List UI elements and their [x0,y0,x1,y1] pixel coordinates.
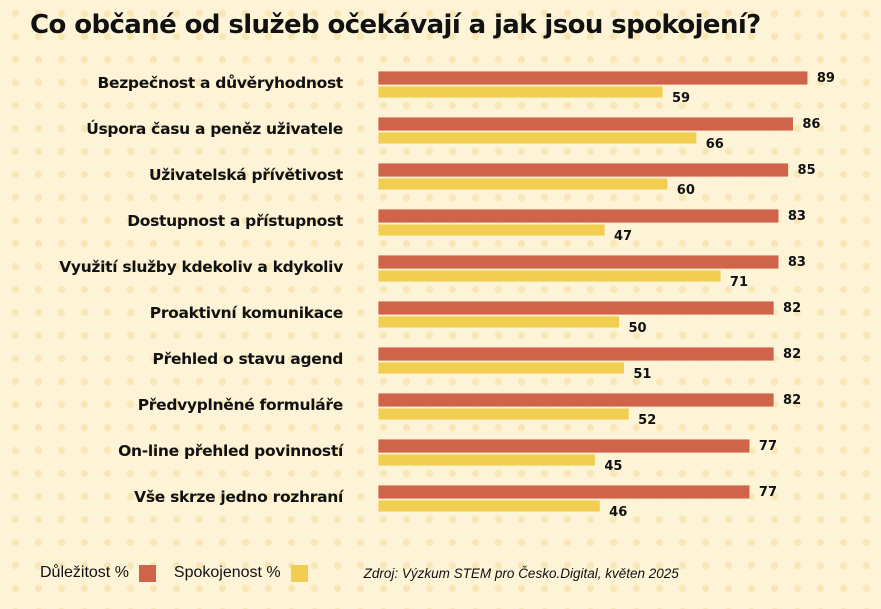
chart-title: Co občané od služeb očekávají a jak jsou… [30,10,761,40]
bar-satisfaction [377,499,601,513]
category-group: On-line přehled povinností 77 45 [118,438,777,474]
value-label-importance: 82 [783,393,801,408]
bar-satisfaction [377,85,664,99]
value-label-satisfaction: 45 [604,459,622,474]
bar-importance [377,70,809,86]
value-label-importance: 83 [788,209,806,224]
legend-item-satisfaction: Spokojenost % [174,564,308,582]
bar-importance [377,484,751,500]
value-label-importance: 83 [788,255,806,270]
value-label-importance: 82 [783,301,801,316]
category-group: Dostupnost a přístupnost 83 47 [127,208,806,244]
category-label: Dostupnost a přístupnost [127,212,344,230]
value-label-importance: 77 [759,485,777,500]
bar-importance [377,346,775,362]
bar-satisfaction [377,315,620,329]
category-label: Využití služby kdekoliv a kdykoliv [59,258,343,276]
value-label-satisfaction: 51 [633,367,651,382]
bar-importance [377,392,775,408]
value-label-satisfaction: 59 [672,91,690,106]
legend: Důležitost % Spokojenost % Zdroj: Výzkum… [40,561,679,585]
category-label: Úspora času a peněz uživatele [86,119,343,138]
category-label: Vše skrze jedno rozhraní [134,488,344,506]
bar-satisfaction [377,453,596,467]
value-label-satisfaction: 66 [706,137,724,152]
legend-label-importance: Důležitost % [40,564,129,581]
bar-satisfaction [377,131,698,145]
category-label: On-line přehled povinností [118,442,344,460]
bar-satisfaction [377,407,630,421]
legend-swatch-satisfaction [290,564,308,582]
value-label-satisfaction: 46 [609,505,627,520]
category-label: Uživatelská přívětivost [149,166,344,184]
bar-satisfaction [377,177,669,191]
category-group: Využití služby kdekoliv a kdykoliv 83 71 [59,254,806,290]
legend-label-satisfaction: Spokojenost % [173,564,281,581]
value-label-satisfaction: 50 [629,321,647,336]
value-label-importance: 77 [759,439,777,454]
value-label-importance: 89 [817,71,835,86]
category-group: Proaktivní komunikace 82 50 [150,300,801,336]
value-label-importance: 86 [802,117,820,132]
value-label-importance: 85 [798,163,816,178]
value-label-satisfaction: 71 [730,275,748,290]
source-note: Zdroj: Výzkum STEM pro Česko.Digital, kv… [363,565,679,581]
bar-importance [377,254,780,270]
bar-importance [377,300,775,316]
category-group: Úspora času a peněz uživatele 86 66 [86,116,820,152]
bar-importance [377,208,780,224]
bar-importance [377,438,751,454]
category-label: Bezpečnost a důvěryhodnost [97,73,343,92]
bar-satisfaction [377,361,625,375]
bar-importance [377,116,794,132]
category-group: Předvyplněné formuláře 82 52 [138,392,801,428]
category-group: Vše skrze jedno rozhraní 77 46 [134,484,777,520]
category-group: Přehled o stavu agend 82 51 [153,346,801,382]
bar-importance [377,162,789,178]
value-label-importance: 82 [783,347,801,362]
bar-satisfaction [377,269,722,283]
category-group: Bezpečnost a důvěryhodnost 89 59 [97,70,835,106]
legend-item-importance: Důležitost % [40,564,156,582]
category-label: Proaktivní komunikace [150,304,343,322]
value-label-satisfaction: 47 [614,229,632,244]
value-label-satisfaction: 52 [638,413,656,428]
bar-satisfaction [377,223,606,237]
category-label: Přehled o stavu agend [153,350,343,368]
category-label: Předvyplněné formuláře [138,396,343,414]
category-group: Uživatelská přívětivost 85 60 [149,162,816,198]
value-label-satisfaction: 60 [677,183,695,198]
legend-swatch-importance [138,564,156,582]
